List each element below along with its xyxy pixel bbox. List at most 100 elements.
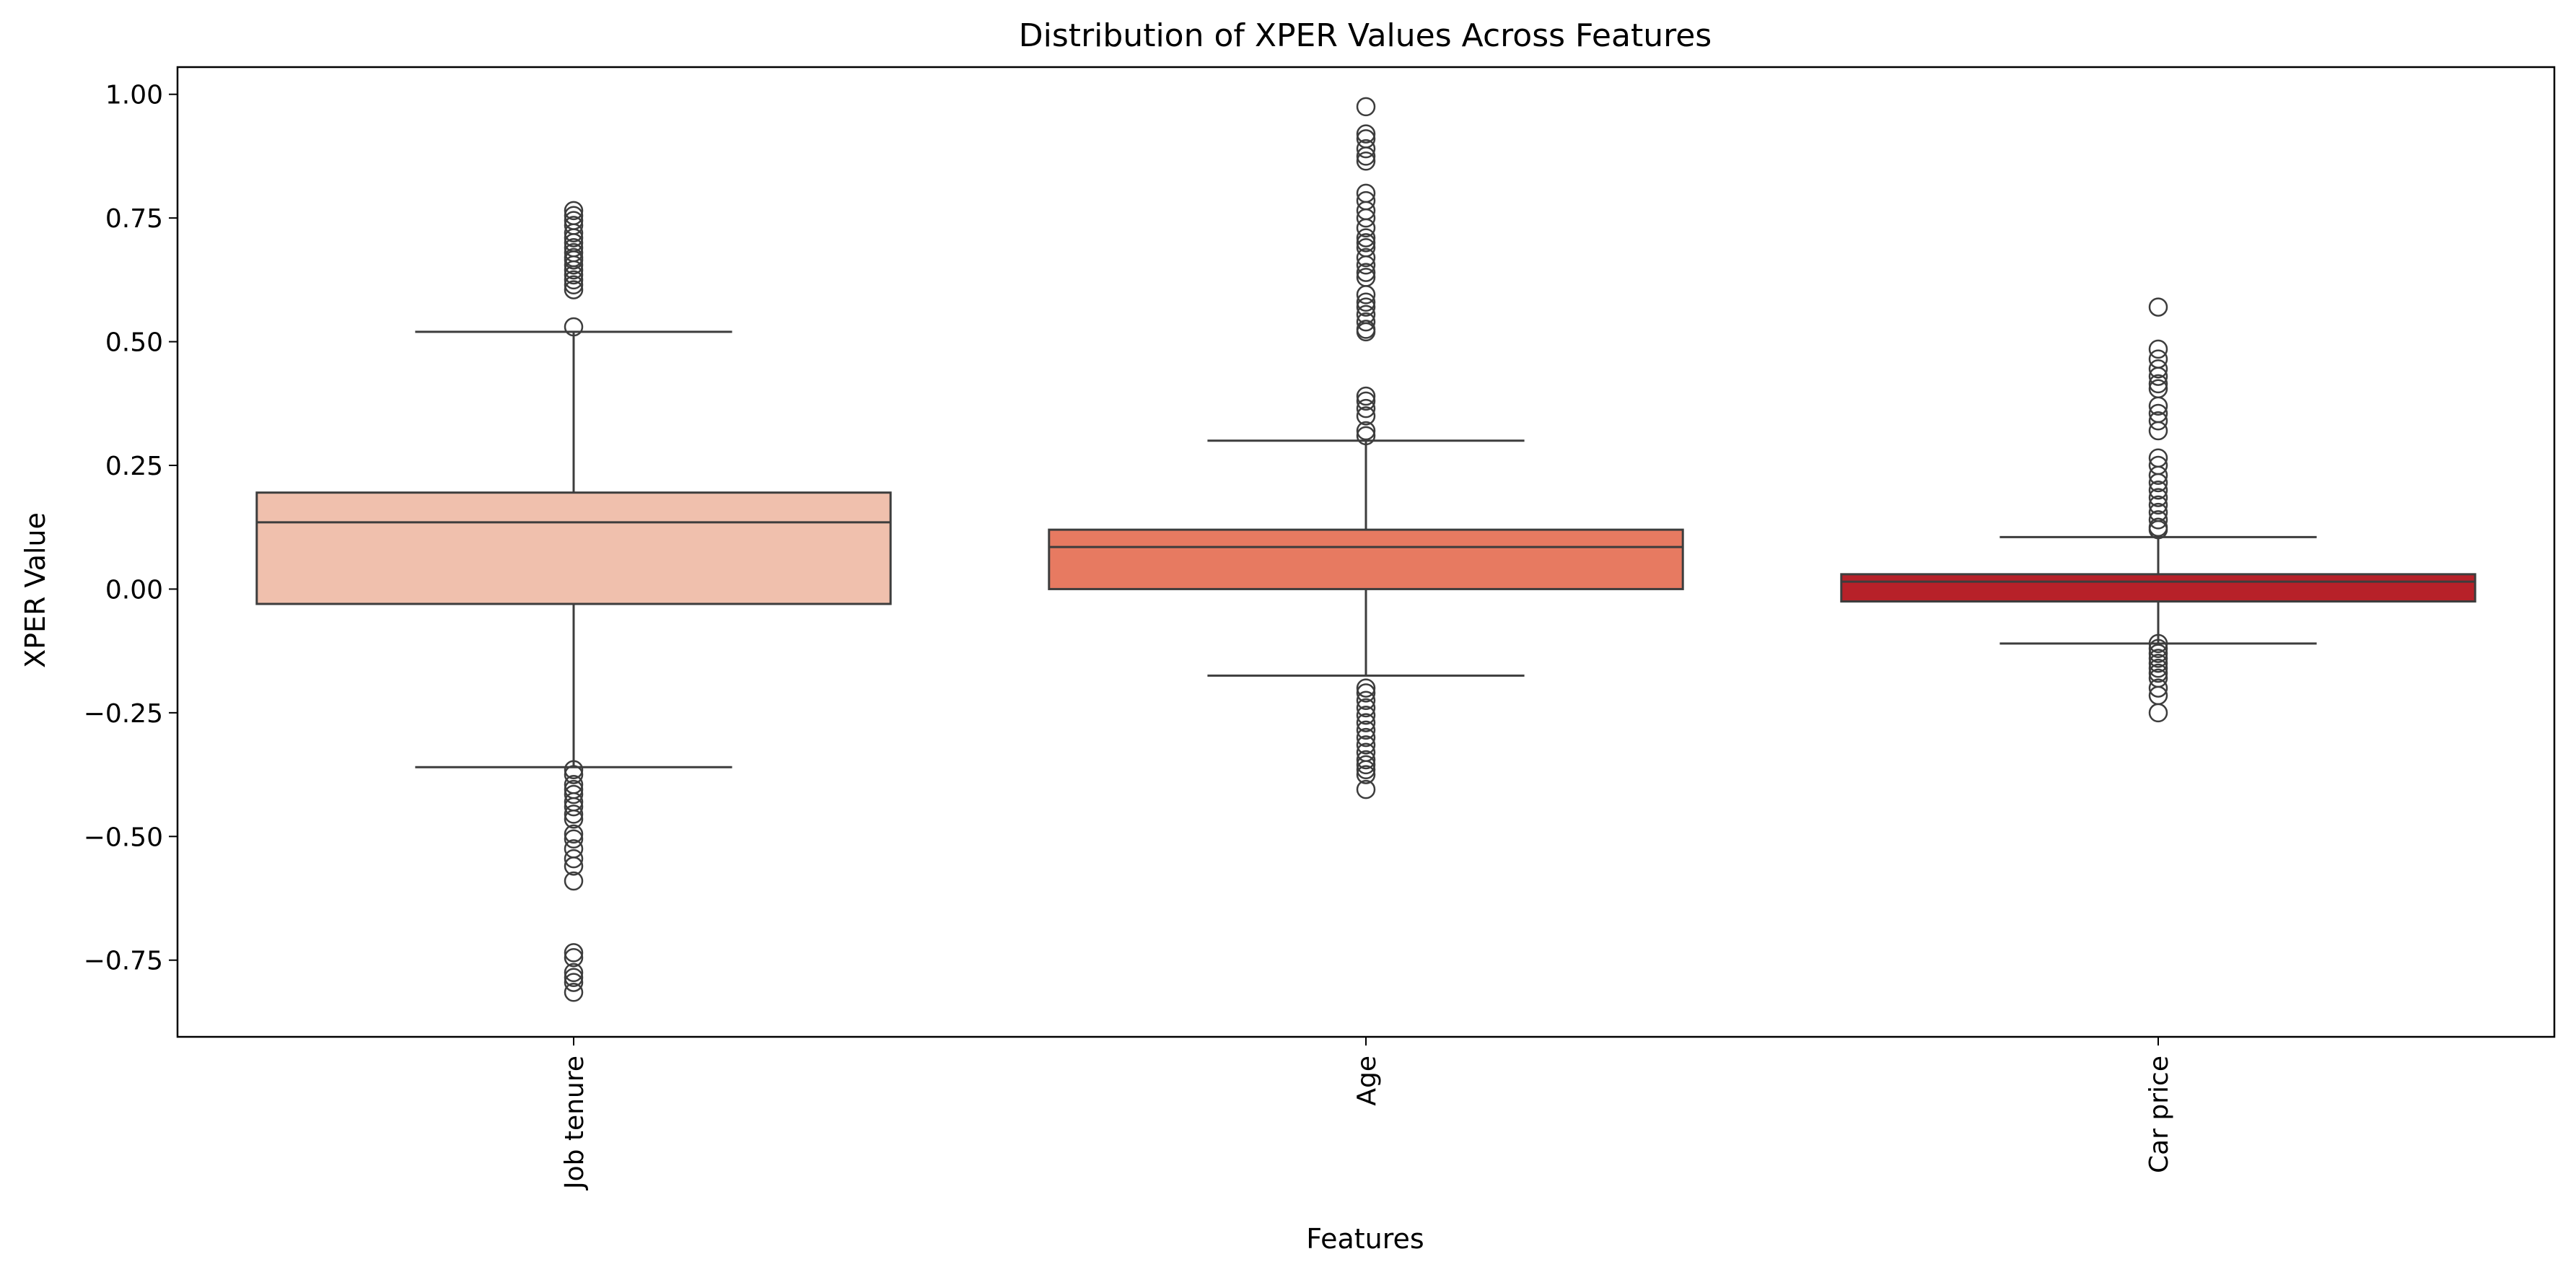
outlier-point	[1356, 683, 1376, 703]
outlier-point	[2148, 359, 2168, 379]
outlier-point	[564, 765, 584, 784]
outlier-point	[2148, 448, 2168, 468]
outlier-point	[2148, 678, 2168, 698]
outlier-point	[1356, 779, 1376, 799]
outlier-point	[1356, 312, 1376, 332]
outlier-point	[1356, 720, 1376, 740]
outlier-point	[1356, 297, 1376, 317]
plot-frame	[176, 66, 2556, 1038]
outlier-point	[1356, 706, 1376, 725]
outlier-point	[564, 265, 584, 285]
outlier-point	[2148, 374, 2168, 394]
outlier-point	[564, 784, 584, 805]
outlier-point	[2148, 495, 2168, 515]
outlier-point	[1356, 713, 1376, 732]
y-tick-label: −0.75	[84, 947, 163, 976]
outlier-point	[2148, 703, 2168, 723]
outlier-point	[2148, 339, 2168, 359]
outlier-point	[1356, 233, 1376, 253]
outlier-point	[564, 968, 584, 987]
y-axis-label: XPER Value	[19, 512, 51, 668]
outlier-point	[2148, 465, 2168, 485]
outlier-point	[1356, 247, 1376, 268]
outlier-point	[1356, 735, 1376, 755]
outlier-point	[2148, 488, 2168, 507]
y-tick-label: 0.25	[105, 452, 163, 481]
x-tick-label: Car price	[2145, 1056, 2174, 1173]
outlier-point	[1356, 406, 1376, 426]
y-tick-label: 0.00	[105, 575, 163, 605]
outlier-point	[564, 255, 584, 275]
outlier-point	[2148, 349, 2168, 369]
outlier-point	[564, 973, 584, 992]
outlier-point	[2148, 403, 2168, 424]
outlier-point	[1356, 386, 1376, 406]
iqr-box	[255, 491, 892, 605]
outlier-point	[1356, 391, 1376, 411]
outlier-point	[2148, 644, 2168, 663]
outlier-point	[564, 260, 584, 280]
outlier-point	[564, 948, 584, 968]
outlier-point	[564, 250, 584, 270]
outlier-point	[2148, 654, 2168, 673]
iqr-box	[1840, 573, 2476, 603]
outlier-point	[1356, 255, 1376, 275]
x-tick-label: Age	[1352, 1056, 1382, 1106]
outlier-point	[1356, 208, 1376, 228]
outlier-point	[1356, 691, 1376, 710]
outlier-point	[1356, 218, 1376, 238]
chart-title: Distribution of XPER Values Across Featu…	[1019, 17, 1712, 54]
outlier-point	[564, 760, 584, 779]
outlier-point	[1356, 727, 1376, 748]
outlier-point	[564, 275, 584, 294]
outlier-point	[1356, 183, 1376, 203]
outlier-point	[2148, 510, 2168, 530]
outlier-point	[2148, 455, 2168, 475]
outlier-point	[1356, 124, 1376, 144]
outlier-point	[1356, 201, 1376, 221]
outlier-point	[1356, 263, 1376, 282]
outlier-point	[2148, 367, 2168, 386]
outlier-point	[564, 270, 584, 290]
y-tick-label: −0.25	[84, 699, 163, 729]
outlier-point	[564, 810, 584, 829]
outlier-point	[2148, 685, 2168, 706]
outlier-point	[564, 849, 584, 869]
outlier-point	[2148, 520, 2168, 540]
x-axis-label: Features	[1306, 1223, 1424, 1255]
outlier-point	[564, 983, 584, 1002]
outlier-point	[564, 856, 584, 876]
outlier-point	[564, 201, 584, 221]
outlier-point	[2148, 421, 2168, 441]
outlier-point	[1356, 421, 1376, 441]
outlier-point	[2148, 297, 2168, 317]
outlier-point	[2148, 634, 2168, 654]
outlier-point	[564, 223, 584, 242]
outlier-point	[564, 228, 584, 247]
outlier-point	[1356, 678, 1376, 698]
outlier-point	[1356, 285, 1376, 304]
outlier-point	[2148, 473, 2168, 493]
x-tick-label: Job tenure	[560, 1056, 590, 1191]
outlier-point	[1356, 760, 1376, 779]
outlier-point	[1356, 750, 1376, 770]
outlier-point	[564, 797, 584, 817]
outlier-point	[564, 280, 584, 299]
outlier-point	[1356, 292, 1376, 312]
y-tick-label: 1.00	[105, 81, 163, 110]
outlier-point	[564, 943, 584, 963]
outlier-point	[1356, 97, 1376, 117]
outlier-point	[2148, 649, 2168, 668]
outlier-point	[1356, 146, 1376, 166]
outlier-point	[564, 317, 584, 337]
outlier-point	[1356, 152, 1376, 171]
outlier-point	[564, 871, 584, 891]
y-tick-label: 0.75	[105, 204, 163, 234]
outlier-point	[2148, 658, 2168, 678]
outlier-point	[564, 805, 584, 824]
outlier-point	[564, 963, 584, 983]
y-tick-label: −0.50	[84, 823, 163, 852]
outlier-point	[2148, 396, 2168, 416]
outlier-point	[1356, 398, 1376, 418]
